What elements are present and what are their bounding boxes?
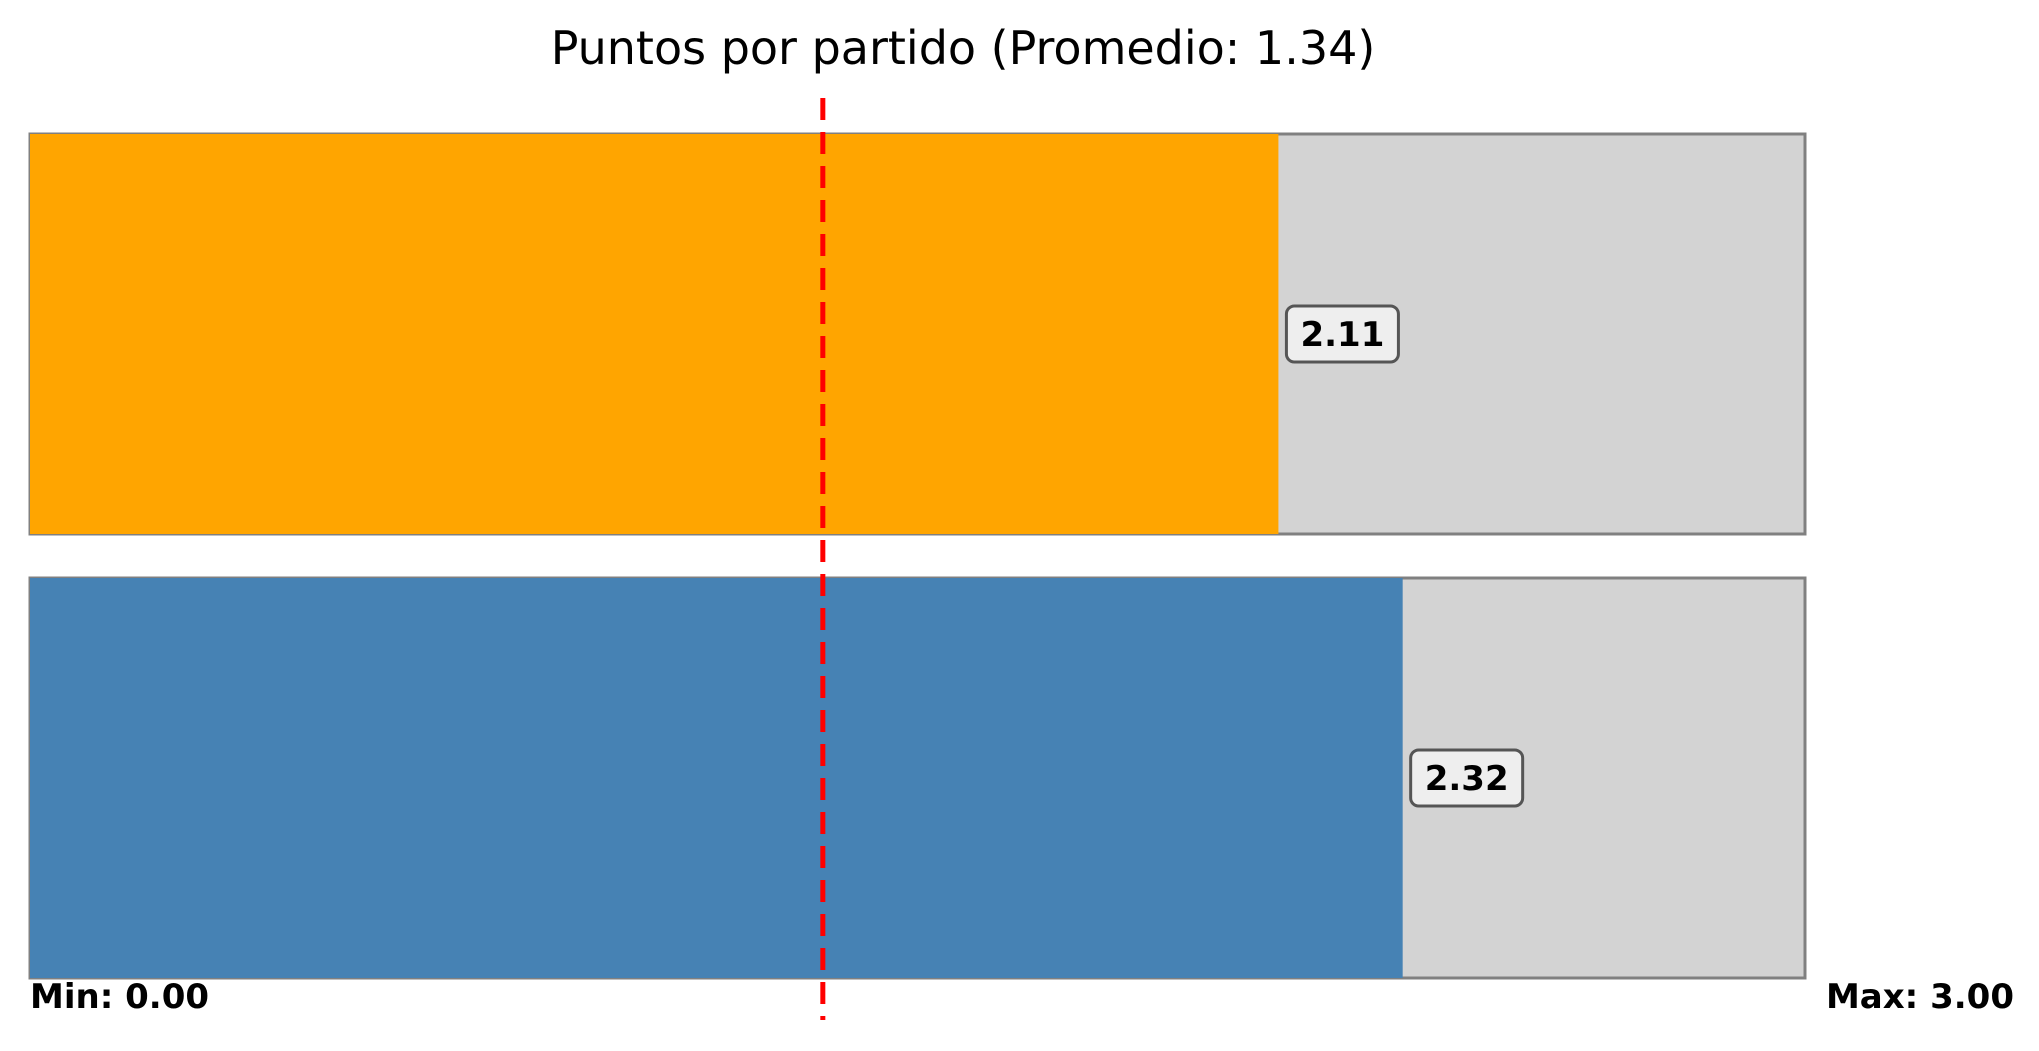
bar-fill-2 xyxy=(30,578,1403,978)
value-label-box-1 xyxy=(1284,304,1400,364)
max-label: Max: 3.00 xyxy=(1826,977,2014,1017)
chart-title: Puntos por partido (Promedio: 1.34) xyxy=(551,21,1376,75)
bars-layer: 2.11 2.32 xyxy=(28,98,1807,1020)
min-label: Min: 0.00 xyxy=(30,977,209,1017)
value-label-1: 2.11 xyxy=(1300,315,1384,355)
bar-fill-1 xyxy=(30,134,1279,534)
value-label-box-2 xyxy=(1409,748,1525,808)
value-label-2: 2.32 xyxy=(1425,759,1509,799)
